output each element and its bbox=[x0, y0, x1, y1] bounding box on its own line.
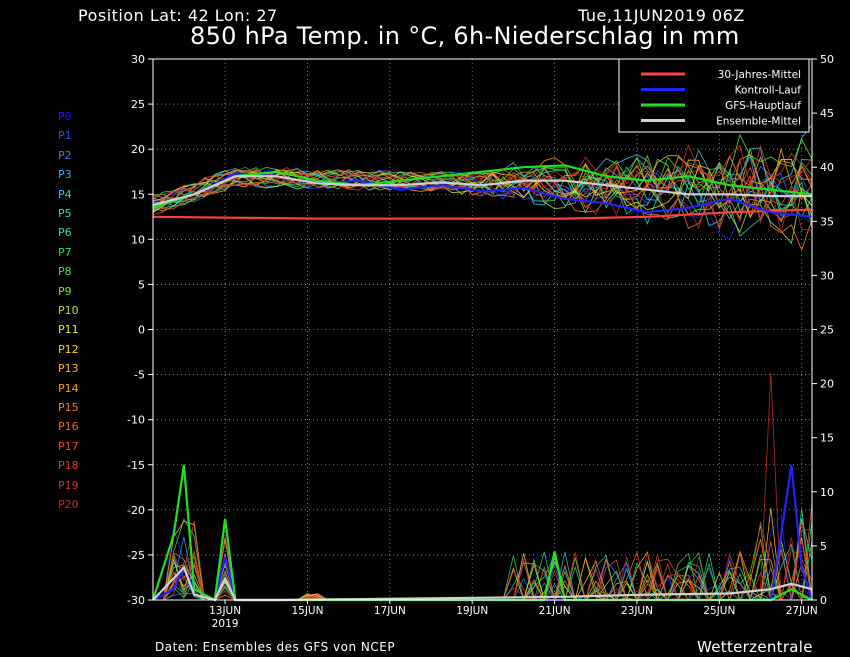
member-label-p14: P14 bbox=[58, 381, 79, 395]
chart-title: 850 hPa Temp. in °C, 6h-Niederschlag in … bbox=[190, 22, 740, 50]
member-label-p1: P1 bbox=[58, 129, 72, 143]
member-label-p6: P6 bbox=[58, 226, 72, 240]
member-label-p15: P15 bbox=[58, 401, 79, 414]
member-label-p10: P10 bbox=[58, 304, 79, 317]
y-left-tick-label: -20 bbox=[127, 504, 145, 517]
x-tick-sublabel: 2019 bbox=[212, 618, 239, 630]
member-label-p17: P17 bbox=[58, 439, 79, 453]
legend-label: 30-Jahres-Mittel bbox=[718, 69, 801, 81]
x-tick-label: 21JUN bbox=[539, 605, 571, 617]
member-precip-line bbox=[153, 537, 812, 601]
member-precip-line bbox=[153, 536, 812, 602]
member-temp-line bbox=[152, 157, 813, 211]
member-precip-line bbox=[153, 518, 813, 602]
x-tick-label: 17JUN bbox=[374, 605, 406, 617]
y-left-tick-label: -30 bbox=[127, 594, 145, 607]
member-precip-line bbox=[153, 518, 813, 601]
y-right-tick-label: 30 bbox=[820, 269, 834, 282]
legend-label: Kontroll-Lauf bbox=[735, 85, 802, 97]
y-left-tick-label: -10 bbox=[127, 414, 145, 427]
legend-label: Ensemble-Mittel bbox=[716, 116, 801, 128]
site-name: Wetterzentrale bbox=[697, 638, 813, 656]
y-right-tick-label: 25 bbox=[820, 324, 834, 337]
y-right-tick-label: 50 bbox=[820, 53, 834, 66]
y-left-tick-label: 10 bbox=[131, 233, 145, 246]
member-precip-line bbox=[153, 536, 812, 601]
y-right-tick-label: 5 bbox=[820, 540, 827, 553]
y-left-tick-label: -15 bbox=[127, 459, 145, 472]
series-30-jahres-mittel bbox=[152, 208, 813, 220]
member-label-p4: P4 bbox=[58, 187, 72, 201]
y-right-tick-label: 10 bbox=[820, 486, 834, 499]
member-label-p3: P3 bbox=[58, 168, 72, 182]
y-left-tick-label: 20 bbox=[131, 143, 145, 156]
y-right-tick-label: 35 bbox=[820, 215, 834, 228]
x-tick-label: 19JUN bbox=[456, 605, 488, 617]
member-label-p16: P16 bbox=[58, 420, 79, 434]
member-label-p19: P19 bbox=[58, 478, 79, 492]
member-label-p11: P11 bbox=[58, 323, 79, 337]
member-precip-line bbox=[153, 518, 813, 602]
member-label-p7: P7 bbox=[58, 245, 72, 259]
member-label-p13: P13 bbox=[58, 362, 79, 376]
member-precip-line bbox=[153, 540, 812, 601]
member-label-p18: P18 bbox=[58, 459, 79, 473]
x-tick-label: 13JUN bbox=[209, 605, 241, 617]
run-date: Tue,11JUN2019 06Z bbox=[578, 6, 745, 25]
member-label-p5: P5 bbox=[58, 207, 72, 220]
y-left-tick-label: 25 bbox=[131, 98, 145, 111]
member-label-p0: P0 bbox=[58, 110, 72, 123]
member-precip-line bbox=[153, 503, 813, 601]
y-right-tick-label: 0 bbox=[820, 594, 827, 607]
legend-label: GFS-Hauptlauf bbox=[725, 100, 801, 112]
member-precip-line bbox=[153, 372, 813, 602]
y-right-tick-label: 20 bbox=[820, 378, 834, 391]
member-label-p8: P8 bbox=[58, 265, 72, 279]
y-right-tick-label: 45 bbox=[820, 107, 834, 120]
y-left-tick-label: -25 bbox=[127, 549, 145, 562]
member-label-p20: P20 bbox=[58, 498, 79, 511]
member-temp-line bbox=[152, 170, 813, 222]
y-left-tick-label: 0 bbox=[138, 324, 145, 337]
member-precip-line bbox=[153, 538, 813, 601]
y-right-tick-label: 15 bbox=[820, 432, 834, 445]
member-label-p12: P12 bbox=[58, 342, 79, 356]
y-left-tick-label: 30 bbox=[131, 53, 145, 66]
member-precip-line bbox=[153, 508, 813, 602]
series-ensemble-mittel bbox=[152, 175, 812, 207]
member-precip-line bbox=[153, 537, 813, 601]
position-label: Position Lat: 42 Lon: 27 bbox=[78, 6, 278, 25]
x-tick-label: 25JUN bbox=[703, 605, 735, 617]
data-source: Daten: Ensembles des GFS von NCEP bbox=[155, 640, 396, 654]
y-right-tick-label: 40 bbox=[820, 161, 834, 174]
x-tick-label: 27JUN bbox=[786, 605, 818, 617]
series-gfs-hauptlauf bbox=[152, 164, 813, 209]
x-tick-label: 15JUN bbox=[291, 605, 323, 617]
x-tick-label: 23JUN bbox=[621, 605, 653, 617]
member-precip-line bbox=[153, 537, 812, 601]
y-left-tick-label: 15 bbox=[131, 188, 145, 201]
member-label-p2: P2 bbox=[58, 148, 72, 162]
member-precip-line bbox=[153, 507, 813, 602]
y-left-tick-label: 5 bbox=[138, 278, 145, 291]
member-label-p9: P9 bbox=[58, 284, 72, 298]
y-left-tick-label: -5 bbox=[134, 369, 145, 382]
